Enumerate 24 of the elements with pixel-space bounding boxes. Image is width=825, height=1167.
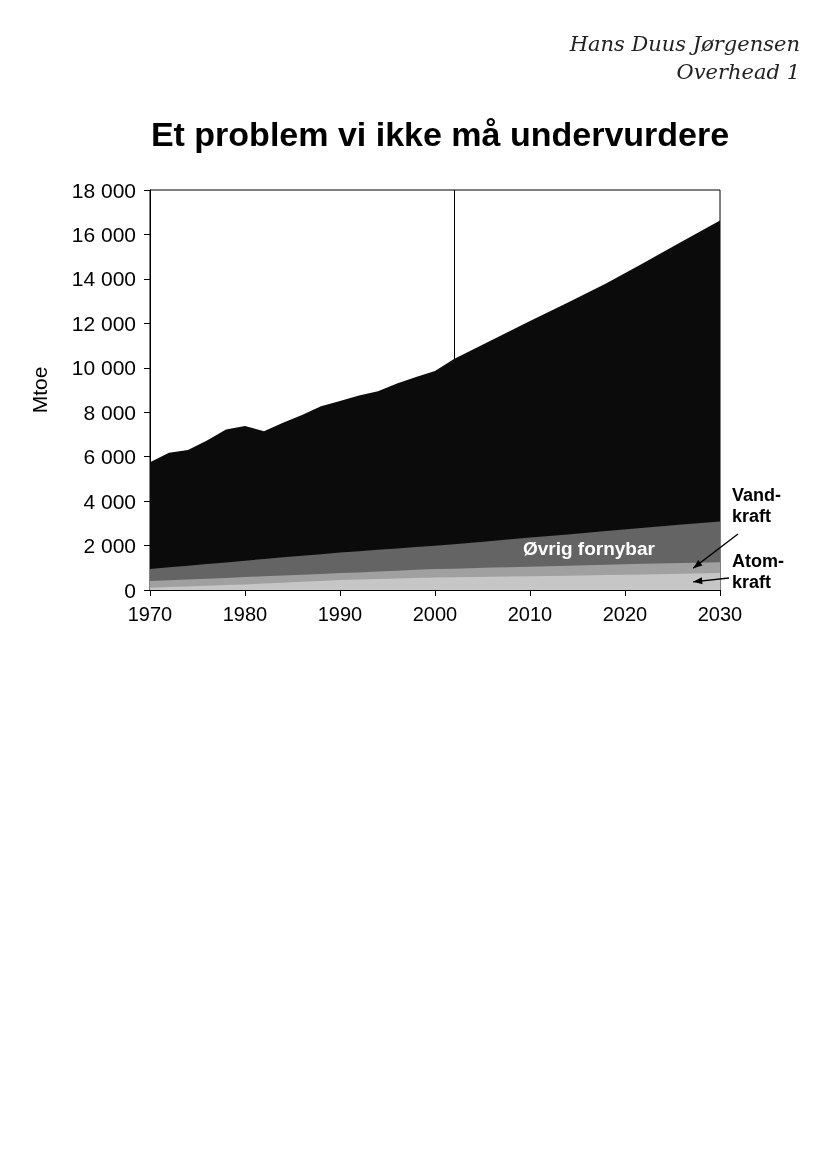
series-label: Atom-kraft [732,550,784,592]
y-tick-label: 18 000 [71,178,136,202]
text: Vand-kraft [732,484,782,526]
y-tick-label: 6 000 [83,445,136,469]
y-tick-label: 2 000 [83,534,136,558]
text: Hans Duus Jørgensen [568,32,800,56]
chart-title: Et problem vi ikke må undervurdere [150,115,730,153]
x-tick-label: 2020 [602,603,648,625]
x-tick-label: 1990 [317,603,363,625]
series-label: Øvrig fornybar [522,538,656,560]
y-axis-title: Mtoe [28,366,51,414]
x-tick-label: 1980 [222,603,268,625]
y-tick-label: 10 000 [71,356,136,380]
x-tick-label: 2030 [697,603,743,625]
x-tick-label: 1970 [127,603,173,625]
y-tick-label: 16 000 [71,222,136,246]
x-tick-label: 2000 [412,603,458,625]
y-tick-label: 8 000 [83,400,136,424]
y-tick-label: 0 [124,578,136,602]
y-tick-label: 14 000 [71,267,136,291]
y-tick-label: 12 000 [71,311,136,335]
y-tick-label: 4 000 [83,489,136,513]
text: Overhead 1 [676,60,800,84]
x-tick-label: 2010 [507,603,553,625]
